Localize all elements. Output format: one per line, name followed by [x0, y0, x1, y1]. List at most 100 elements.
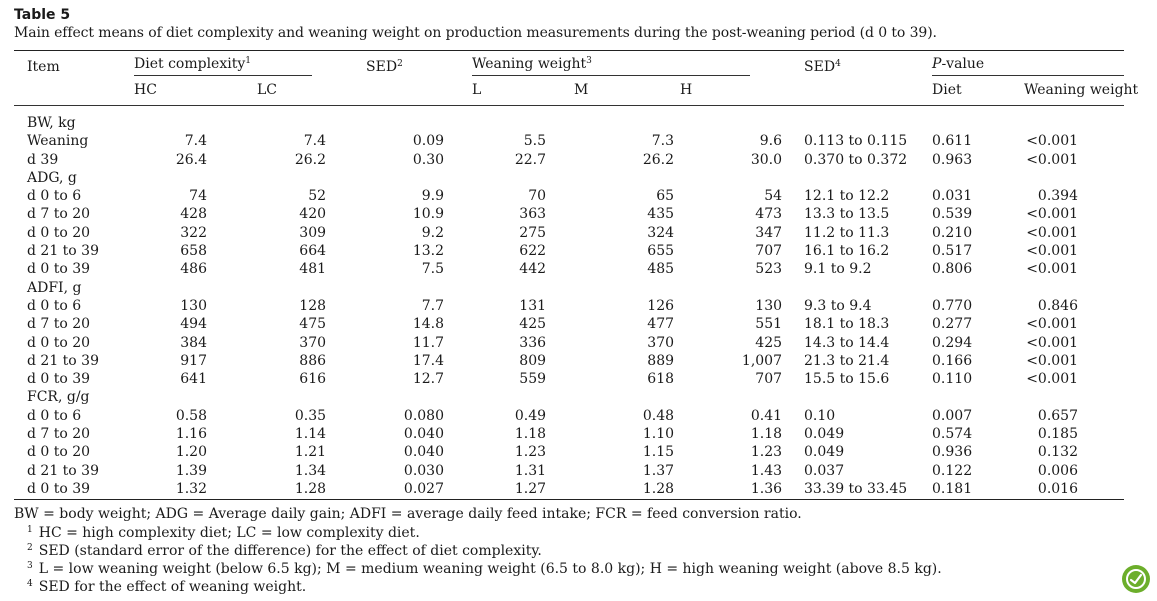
group-row: FCR, g/g	[14, 388, 1124, 406]
cell-sed-weaning: 0.049	[804, 444, 845, 461]
cell-m: 26.2	[642, 151, 675, 168]
cell-hc: 428	[180, 206, 207, 223]
cell-h: 1.43	[750, 462, 783, 479]
header-l: L	[472, 78, 571, 106]
cell-sed: 0.080	[403, 407, 445, 424]
empty-cell	[472, 388, 570, 406]
cell-hc: 26.4	[175, 151, 207, 168]
cell-item: d 0 to 39	[27, 261, 91, 278]
cell-lc: 664	[299, 243, 327, 260]
footnote-mark: 1	[27, 524, 33, 535]
footnote-abbreviations: BW = body weight; ADG = Average daily ga…	[14, 506, 802, 523]
cell-item: d 0 to 6	[27, 407, 82, 424]
crossmark-badge-icon[interactable]	[1122, 565, 1150, 593]
cell-h: 347	[755, 224, 783, 241]
cell-hc: 1.39	[175, 462, 207, 479]
cell-l: 425	[519, 316, 547, 333]
header-h: H	[676, 78, 785, 106]
footnote-mark: 4	[27, 579, 33, 590]
cell-lc: 7.4	[303, 133, 327, 150]
cell-p-weaning-weight: <0.001	[1026, 316, 1079, 333]
header-sed-diet: SED2	[350, 50, 473, 78]
cell-m: 485	[647, 261, 675, 278]
cell-l: 1.31	[514, 462, 547, 479]
table-caption: Main effect means of diet complexity and…	[14, 25, 937, 41]
empty-cell	[472, 279, 570, 297]
header-weaning-weight: Weaning weight3	[472, 50, 785, 78]
table-row: d 7 to 20 428 420 10.9 363 435 473 13.3 to 13.5…	[14, 205, 1124, 223]
cell-hc: 1.32	[134, 479, 244, 501]
table-row: d 0 to 39 1.32 1.28 0.027 1.27 1.28 1.36 33.39 …	[14, 479, 1125, 501]
group-label: BW, kg	[27, 115, 76, 131]
cell-p-weaning-weight: 0.016	[1024, 479, 1125, 501]
cell-l: 809	[519, 352, 547, 369]
cell-sed-weaning: 12.1 to 12.2	[804, 188, 890, 205]
empty-cell	[1024, 388, 1124, 406]
footnote: 1 HC = high complexity diet; LC = low com…	[14, 524, 1126, 542]
table-row: d 0 to 6 0.58 0.35 0.080 0.49 0.48 0.41 0.10 0.0…	[14, 407, 1124, 425]
cell-sed-weaning: 0.113 to 0.115	[804, 133, 908, 150]
cell-hc: 0.58	[175, 407, 207, 424]
empty-cell	[676, 106, 784, 133]
cell-l: 22.7	[514, 151, 547, 168]
empty-cell	[784, 106, 932, 133]
cell-p-diet: 0.007	[932, 407, 973, 424]
cell-l: 5.5	[523, 133, 547, 150]
empty-cell	[244, 388, 350, 406]
cell-m: 618	[647, 371, 675, 388]
cell-m: 1.37	[642, 462, 675, 479]
cell-hc: 74	[189, 188, 207, 205]
table-row: d 39 26.4 26.2 0.30 22.7 26.2 30.0 0.370 to 0.3…	[14, 151, 1124, 169]
cell-lc: 0.35	[294, 407, 327, 424]
cell-m: 324	[647, 224, 675, 241]
cell-item: d 0 to 6	[27, 188, 82, 205]
cell-p-weaning-weight: 0.185	[1037, 426, 1079, 443]
cell-m: 1.10	[642, 426, 675, 443]
cell-p-diet: 0.936	[932, 444, 973, 461]
cell-lc: 52	[308, 188, 327, 205]
empty-cell	[932, 169, 1024, 187]
cell-m: 126	[647, 297, 675, 314]
empty-cell	[932, 106, 1024, 133]
empty-cell	[1024, 169, 1124, 187]
cell-lc: 1.34	[294, 462, 327, 479]
empty-cell	[570, 279, 676, 297]
empty-cell	[676, 169, 784, 187]
cell-lc: 26.2	[294, 151, 327, 168]
cell-l: 363	[519, 206, 547, 223]
cell-p-weaning-weight: <0.001	[1026, 243, 1079, 260]
empty-cell	[134, 388, 244, 406]
group-label: ADFI, g	[27, 279, 82, 296]
empty-cell	[472, 169, 570, 187]
table-row: d 7 to 20 494 475 14.8 425 477 551 18.1 to 18.3…	[14, 315, 1124, 333]
cell-h: 425	[755, 334, 783, 351]
table-row: d 0 to 6 130 128 7.7 131 126 130 9.3 to 9.4 0.77…	[14, 297, 1124, 315]
cell-l: 1.18	[514, 426, 547, 443]
table-row: d 21 to 39 1.39 1.34 0.030 1.31 1.37 1.43 0.037…	[14, 462, 1124, 480]
cell-sed: 0.040	[403, 444, 445, 461]
footnote-text: SED (standard error of the difference) f…	[38, 542, 542, 559]
cell-sed-weaning: 0.049	[804, 426, 845, 443]
cell-p-diet: 0.574	[932, 426, 973, 443]
cell-item: d 39	[27, 151, 59, 168]
table-row: d 0 to 20 1.20 1.21 0.040 1.23 1.15 1.23 0.049 0…	[14, 443, 1124, 461]
empty-cell	[244, 279, 350, 297]
empty-cell	[244, 169, 350, 187]
empty-cell	[134, 169, 244, 187]
cell-l: 1.23	[514, 444, 547, 461]
cell-item: d 21 to 39	[27, 243, 99, 260]
cell-p-diet: 0.770	[932, 297, 973, 314]
footnote: 2 SED (standard error of the difference) …	[14, 542, 1126, 560]
cell-hc: 658	[180, 243, 207, 260]
empty-cell	[932, 388, 1024, 406]
header-hc: HC	[134, 78, 244, 106]
cell-h: 1.18	[750, 426, 783, 443]
table-row: Weaning 7.4 7.4 0.09 5.5 7.3 9.6 0.113 to 0.115…	[14, 132, 1124, 150]
empty-cell	[1024, 279, 1124, 297]
cell-h: 30.0	[750, 151, 783, 168]
empty-cell	[1024, 106, 1124, 133]
cell-sed: 10.9	[412, 206, 445, 223]
group-row: BW, kg	[14, 106, 1124, 133]
cell-l: 0.49	[514, 407, 547, 424]
cell-sed-weaning: 14.3 to 14.4	[804, 334, 890, 351]
